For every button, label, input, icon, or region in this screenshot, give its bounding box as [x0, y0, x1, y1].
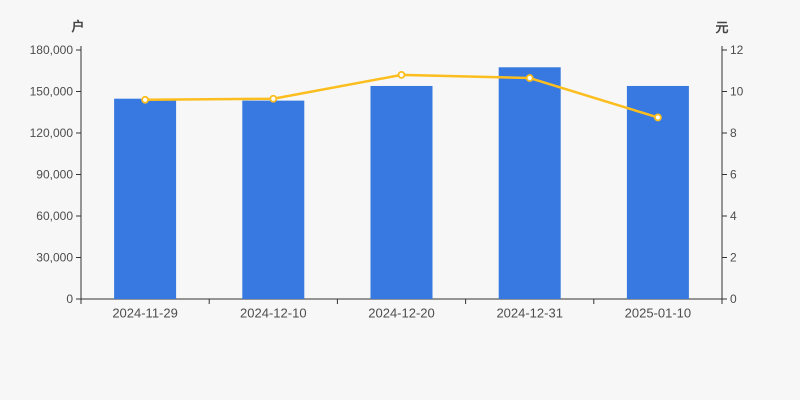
right-axis-tick-label: 12: [730, 43, 744, 57]
x-axis-category-label: 2025-01-10: [625, 306, 692, 321]
left-axis-tick-label: 60,000: [36, 209, 73, 223]
line-marker[interactable]: [141, 95, 150, 104]
holders-bar[interactable]: [242, 100, 305, 299]
holders-bar[interactable]: [626, 85, 689, 299]
left-axis-tick-label: 150,000: [30, 85, 74, 99]
right-axis-tick-label: 10: [730, 85, 744, 99]
left-axis-unit-label: 户: [71, 19, 85, 34]
left-axis-tick-label: 120,000: [30, 126, 74, 140]
x-axis-category-label: 2024-12-10: [240, 306, 307, 321]
line-marker[interactable]: [654, 113, 662, 122]
x-axis-category-label: 2024-12-20: [368, 306, 435, 321]
right-axis-tick-label: 2: [730, 251, 737, 265]
left-axis-tick-label: 30,000: [36, 251, 73, 265]
x-axis-category-label: 2024-12-31: [496, 306, 563, 321]
line-marker[interactable]: [525, 74, 534, 82]
right-axis-tick-label: 4: [730, 209, 737, 223]
left-axis-tick-label: 0: [66, 292, 73, 306]
right-axis-unit-label: 元: [715, 20, 729, 35]
right-axis-tick-label: 8: [730, 126, 737, 140]
holders-bar[interactable]: [370, 85, 433, 299]
right-axis-tick-label: 6: [730, 168, 737, 182]
holders-bar[interactable]: [114, 98, 177, 300]
line-marker[interactable]: [397, 71, 406, 79]
holders-bar[interactable]: [498, 67, 561, 300]
left-axis-tick-label: 90,000: [36, 168, 73, 182]
left-axis-tick-label: 180,000: [30, 43, 74, 57]
x-axis-category-label: 2024-11-29: [112, 306, 178, 321]
line-marker[interactable]: [269, 94, 278, 103]
right-axis-tick-label: 0: [730, 292, 737, 306]
